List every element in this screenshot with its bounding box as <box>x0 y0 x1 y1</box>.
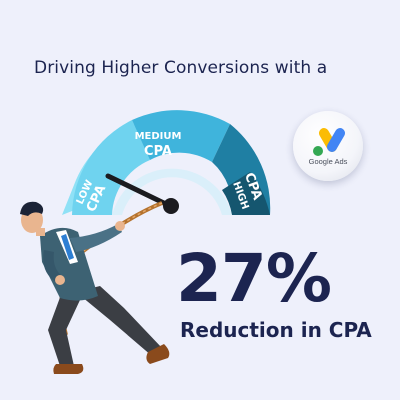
stat-value: 27% <box>176 240 332 317</box>
gauge-low-segment <box>72 120 150 215</box>
cpa-gauge <box>62 110 271 215</box>
headline: Driving Higher Conversions with a <box>34 58 328 78</box>
gauge-medium-segment <box>132 110 230 162</box>
gauge-medium-label-line2: CPA <box>144 144 172 159</box>
businessman-figure <box>20 201 170 374</box>
google-ads-label: Google Ads <box>308 157 348 166</box>
google-ads-icon <box>313 128 345 156</box>
stat-label: Reduction in CPA <box>180 318 372 342</box>
gauge-needle <box>105 173 179 214</box>
google-ads-badge: Google Ads <box>293 111 363 181</box>
gauge-medium-label-line1: MEDIUM <box>135 131 182 142</box>
